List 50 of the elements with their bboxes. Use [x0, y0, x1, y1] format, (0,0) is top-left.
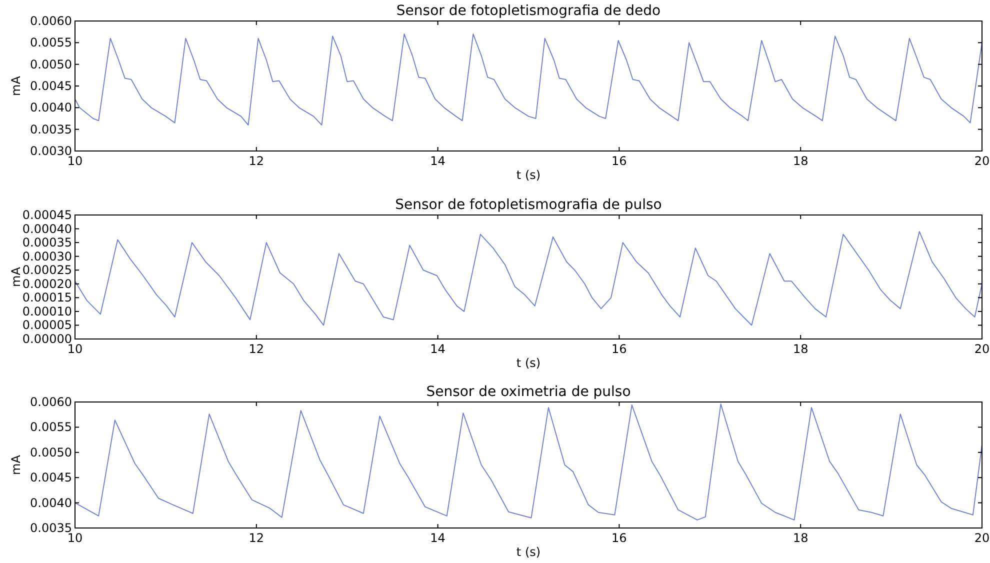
chart-title: Sensor de oximetria de pulso — [426, 384, 631, 400]
y-tick-label: 0.0055 — [30, 36, 72, 50]
x-tick-label: 10 — [67, 154, 83, 168]
y-tick-label: 0.00005 — [22, 318, 72, 332]
chart-title: Sensor de fotopletismografia de pulso — [395, 197, 662, 213]
y-tick-label: 0.0050 — [30, 445, 72, 460]
line-series — [75, 231, 982, 326]
y-tick-label: 0.00015 — [22, 290, 72, 305]
x-tick-label: 18 — [792, 154, 808, 168]
x-tick-label: 16 — [612, 342, 627, 356]
x-tick-label: 14 — [430, 342, 446, 356]
y-tick-label: 0.00025 — [22, 263, 72, 278]
y-tick-label: 0.0035 — [30, 122, 72, 136]
x-axis-title: t (s) — [516, 168, 541, 182]
y-tick-label: 0.0050 — [30, 57, 72, 72]
x-tick-label: 16 — [612, 531, 627, 545]
y-tick-label: 0.00035 — [22, 236, 72, 250]
y-tick-label: 0.00040 — [22, 222, 72, 236]
line-series — [75, 404, 982, 520]
x-tick-label: 18 — [792, 531, 808, 545]
x-tick-label: 12 — [248, 342, 264, 356]
y-tick-label: 0.0045 — [30, 470, 72, 485]
y-axis-title: mA — [9, 266, 23, 287]
y-tick-label: 0.0055 — [30, 420, 72, 434]
x-tick-label: 20 — [974, 154, 990, 168]
y-tick-label: 0.0040 — [30, 100, 72, 115]
y-tick-label: 0.00045 — [22, 208, 72, 222]
x-tick-label: 18 — [792, 342, 808, 356]
x-tick-label: 10 — [67, 342, 83, 356]
x-tick-label: 16 — [612, 154, 627, 168]
y-axis-title: mA — [9, 454, 23, 475]
x-tick-label: 14 — [430, 154, 446, 168]
x-tick-label: 12 — [248, 531, 264, 545]
y-tick-label: 0.00020 — [22, 276, 72, 291]
x-tick-label: 20 — [974, 531, 990, 545]
x-tick-label: 20 — [974, 342, 990, 356]
y-tick-label: 0.00010 — [22, 304, 72, 318]
line-series — [75, 34, 982, 126]
x-tick-label: 10 — [67, 531, 83, 545]
y-tick-label: 0.0060 — [30, 395, 72, 409]
x-tick-label: 14 — [430, 531, 446, 545]
y-tick-label: 0.00030 — [22, 249, 72, 264]
x-axis-title: t (s) — [516, 545, 541, 559]
y-tick-label: 0.0040 — [30, 496, 72, 510]
x-axis-title: t (s) — [516, 356, 541, 370]
y-tick-label: 0.0045 — [30, 79, 72, 93]
x-tick-label: 12 — [248, 154, 264, 168]
y-tick-label: 0.0060 — [30, 14, 72, 28]
y-axis-title: mA — [9, 75, 23, 96]
chart-title: Sensor de fotopletismografia de dedo — [396, 3, 661, 19]
